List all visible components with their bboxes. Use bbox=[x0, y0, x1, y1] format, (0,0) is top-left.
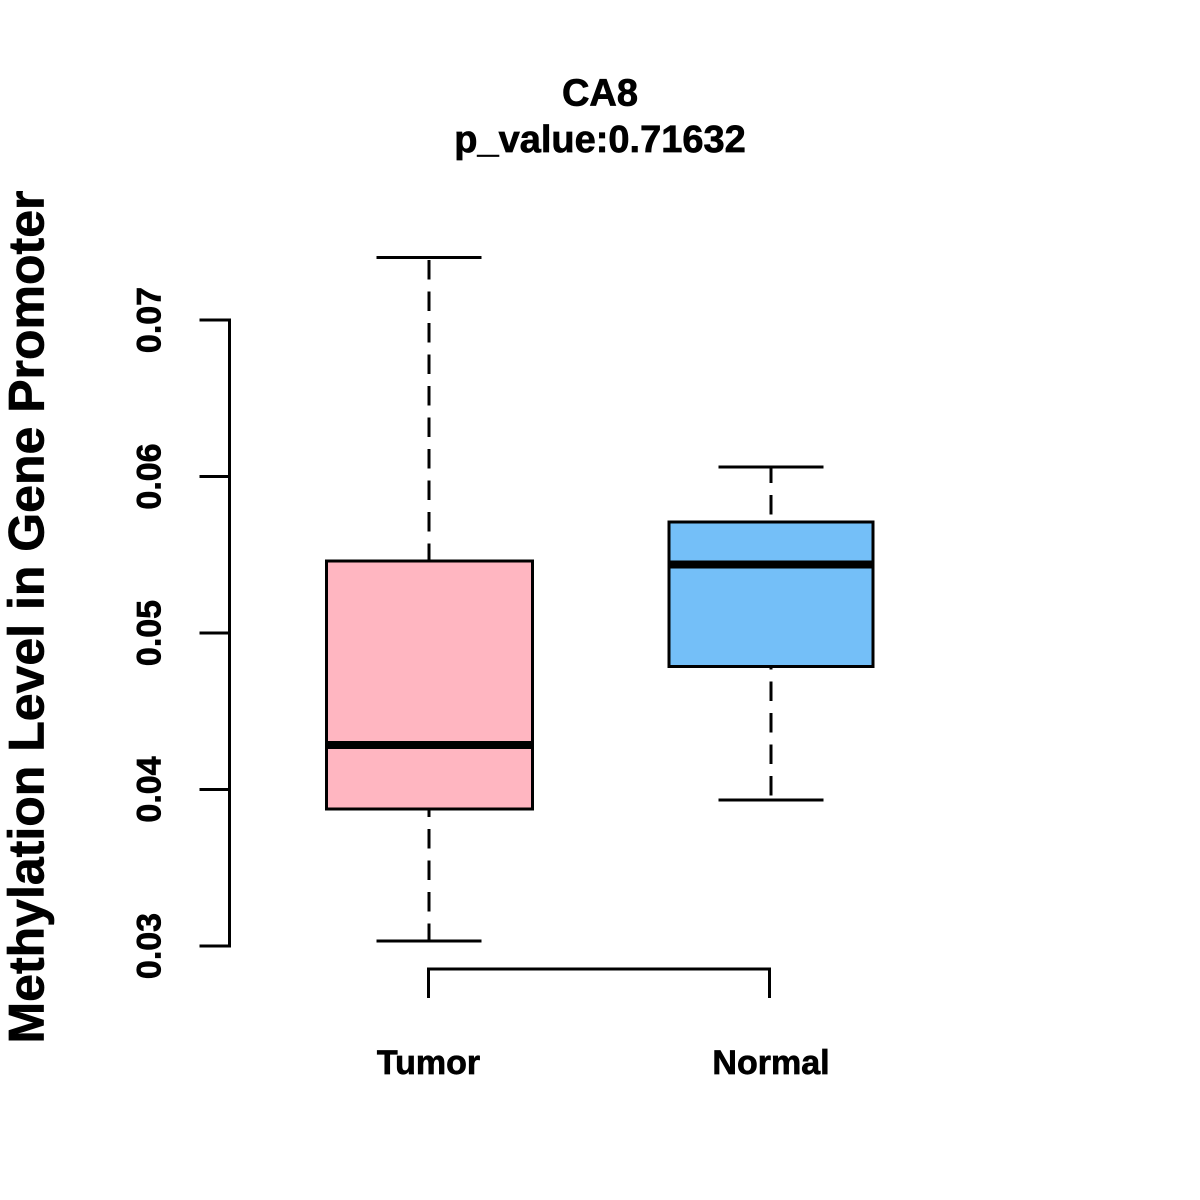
svg-text:0.06: 0.06 bbox=[131, 443, 169, 509]
svg-text:Methylation Level in Gene Prom: Methylation Level in Gene Promoter bbox=[0, 191, 55, 1044]
svg-text:Tumor: Tumor bbox=[377, 1044, 480, 1082]
svg-text:Normal: Normal bbox=[712, 1044, 829, 1082]
svg-text:p_value:0.71632: p_value:0.71632 bbox=[454, 119, 746, 161]
svg-text:CA8: CA8 bbox=[562, 73, 638, 115]
svg-text:0.04: 0.04 bbox=[131, 756, 169, 822]
svg-text:0.07: 0.07 bbox=[131, 287, 169, 353]
svg-text:0.03: 0.03 bbox=[131, 913, 169, 979]
svg-text:0.05: 0.05 bbox=[131, 600, 169, 666]
